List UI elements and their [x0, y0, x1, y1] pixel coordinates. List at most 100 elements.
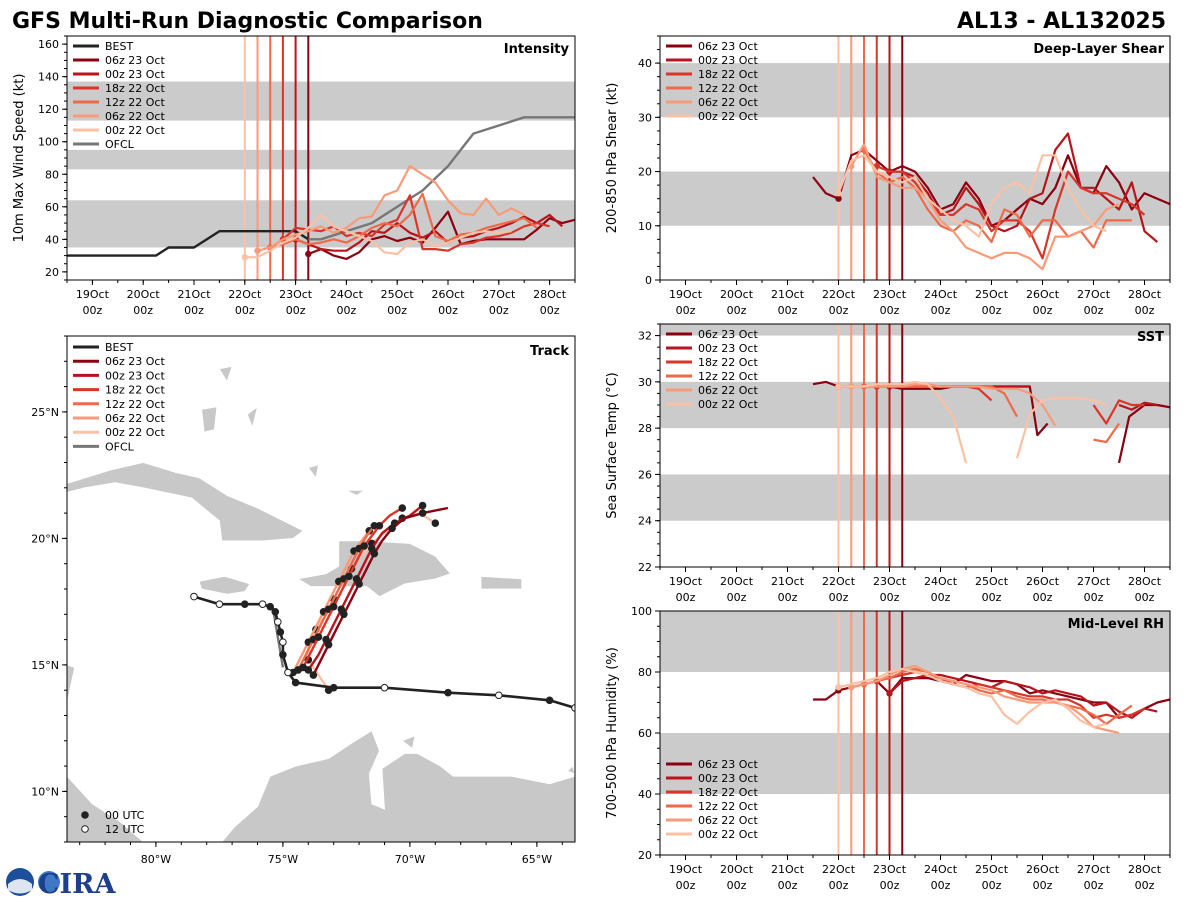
x-tick-label: 26Oct 00z	[1026, 863, 1060, 892]
series-line	[269, 192, 538, 249]
x-tick-label: 25Oct 00z	[381, 288, 415, 317]
track-point-marker	[304, 666, 313, 674]
legend-label: 18z 22 Oct	[105, 384, 165, 397]
x-tick-label: 24Oct 00z	[330, 288, 364, 317]
y-tick-label: 140	[38, 71, 59, 84]
x-tick-label: 28Oct 00z	[1128, 288, 1162, 317]
x-tick-label: 25Oct 00z	[975, 575, 1009, 604]
legend-label: 06z 22 Oct	[698, 814, 758, 827]
land-south-america	[221, 730, 575, 842]
legend-label: 06z 23 Oct	[105, 355, 165, 368]
run-start-marker	[241, 254, 248, 261]
run-start-marker	[835, 684, 842, 691]
series-line	[67, 230, 309, 257]
x-tick-label: 19Oct 00z	[669, 575, 703, 604]
storm-id-title: AL13 - AL132025	[957, 9, 1166, 34]
series-line	[876, 165, 1146, 260]
x-tick-label: 24Oct 00z	[924, 575, 958, 604]
track-point-marker	[360, 542, 368, 550]
legend-label: 00z 23 Oct	[698, 342, 758, 355]
series-line	[851, 664, 1120, 735]
legend-label: 18z 22 Oct	[698, 68, 758, 81]
series-line	[307, 210, 575, 260]
series-line	[888, 673, 1158, 719]
x-tick-label: 26Oct 00z	[431, 288, 465, 317]
x-tick-label: 21Oct 00z	[771, 575, 805, 604]
lat-tick-label: 25°N	[31, 406, 59, 419]
land-turks	[346, 489, 366, 496]
y-tick-label: 60	[45, 201, 59, 214]
legend-label: 00z 23 Oct	[105, 68, 165, 81]
track-point-marker	[370, 549, 379, 558]
track-point-marker	[241, 600, 249, 608]
track-point-marker	[324, 640, 333, 649]
land-bahamas-4	[307, 464, 320, 479]
x-tick-label: 27Oct 00z	[482, 288, 516, 317]
legend-label: 06z 22 Oct	[105, 110, 165, 123]
land-jamaica	[198, 575, 251, 595]
intensity-panel: 20 40 60 80 100 120 140 160 19Oct 00z 20Oct 00z 21Oc…	[12, 35, 576, 317]
lat-tick-label: 20°N	[31, 532, 59, 545]
legend-label: 12z 22 Oct	[698, 82, 758, 95]
x-tick-label: 27Oct 00z	[1077, 288, 1111, 317]
x-tick-label: 22Oct 00z	[822, 863, 856, 892]
series-line	[838, 380, 1107, 464]
panel-title: SST	[1137, 330, 1164, 345]
series-line	[850, 143, 1120, 271]
track-point-marker	[495, 691, 503, 700]
run-start-marker	[835, 383, 842, 390]
legend-label: 12z 22 Oct	[698, 370, 758, 383]
shaded-band	[660, 611, 1170, 672]
shaded-band	[660, 474, 1170, 521]
y-tick-label: 26	[638, 468, 652, 481]
marker-legend-label: 00 UTC	[105, 809, 145, 822]
lat-tick-label: 10°N	[31, 785, 59, 798]
x-tick-label: 19Oct 00z	[669, 288, 703, 317]
marker-legend-label: 12 UTC	[105, 823, 145, 836]
track-point-marker	[571, 704, 575, 712]
track-point-marker	[284, 668, 292, 677]
y-tick-label: 160	[38, 38, 59, 51]
legend-background	[69, 340, 169, 458]
y-tick-label: 10	[638, 220, 652, 233]
series-line	[244, 213, 512, 259]
x-tick-label: 19Oct 00z	[669, 863, 703, 892]
track-point-marker	[375, 521, 384, 530]
panel-title: Mid-Level RH	[1068, 617, 1164, 632]
track-point-marker	[329, 683, 338, 692]
rh-panel: 20 40 60 80 100 19Oct 00z 20Oct 00z 21Oct 00z 22Oct…	[605, 605, 1171, 892]
shear-panel: 0 10 20 30 40 19Oct 00z 20Oct 00z 21Oct 00z 22Oct 00…	[605, 35, 1171, 317]
series-line	[837, 154, 1107, 238]
land-cuba	[67, 462, 304, 542]
track-point-marker	[314, 633, 323, 641]
legend-label: 06z 23 Oct	[698, 758, 758, 771]
land-bahamas-1	[201, 406, 218, 433]
y-tick-label: 20	[638, 166, 652, 179]
y-axis-label: Sea Surface Temp (°C)	[605, 372, 620, 519]
x-tick-label: 24Oct 00z	[924, 288, 958, 317]
legend-label: 00z 22 Oct	[105, 124, 165, 137]
shaded-band	[660, 63, 1170, 118]
track-point-marker	[309, 671, 318, 679]
legend-label: 00z 23 Oct	[698, 772, 758, 785]
legend-label: 06z 22 Oct	[698, 384, 758, 397]
legend-label: BEST	[105, 341, 133, 354]
shaded-band	[660, 324, 1170, 336]
x-tick-label: 27Oct 00z	[1077, 863, 1111, 892]
track-point-marker	[340, 610, 348, 619]
y-axis-label: 10m Max Wind Speed (kt)	[12, 74, 27, 243]
x-tick-label: 26Oct 00z	[1026, 288, 1060, 317]
legend-label: OFCL	[105, 440, 135, 453]
legend-label: 12z 22 Oct	[105, 398, 165, 411]
track-point-marker	[444, 688, 452, 697]
legend-label: 12z 22 Oct	[698, 800, 758, 813]
track-point-marker	[398, 504, 407, 512]
y-tick-label: 32	[638, 330, 652, 343]
x-tick-label: 25Oct 00z	[975, 288, 1009, 317]
x-tick-label: 28Oct 00z	[1128, 863, 1162, 892]
shaded-band	[67, 149, 575, 170]
run-start-marker	[305, 250, 312, 258]
run-start-marker	[835, 195, 842, 202]
series-line	[838, 667, 1107, 728]
